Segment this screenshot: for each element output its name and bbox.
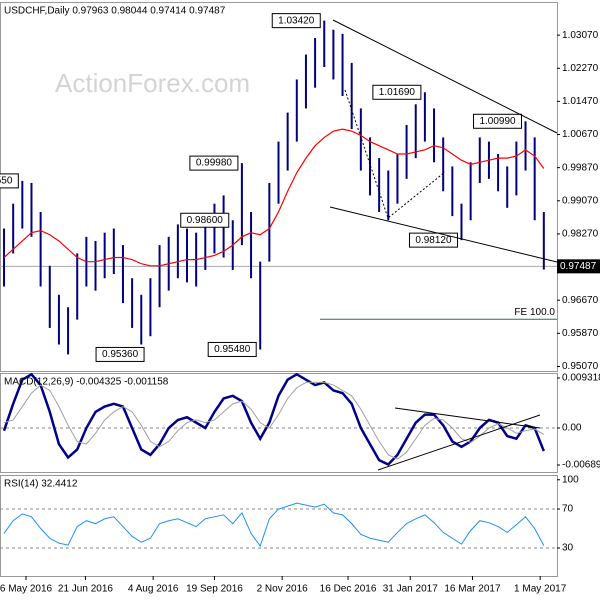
annotation-box — [0, 173, 19, 189]
x-tick-label: 2 Nov 2016 — [257, 584, 309, 595]
annotation-box — [372, 84, 422, 100]
x-tick-label: 4 Aug 2016 — [128, 584, 179, 595]
annotation-box — [189, 155, 239, 171]
macd-trendline — [394, 407, 541, 429]
panel: 100 70 30 RSI(14) 32.4412 6 May 2016 21 Jun 2… — [0, 474, 579, 595]
y-tick-label: 30 — [562, 543, 574, 554]
annotation-box — [408, 232, 458, 248]
series-line — [2, 372, 545, 467]
annotation-label: 1.00990 — [479, 116, 516, 127]
panel-frame — [0, 475, 558, 577]
x-tick-label: 31 Jan 2017 — [383, 584, 438, 595]
series-line — [3, 502, 545, 548]
annotation-label: 0.99980 — [196, 158, 233, 169]
annotation-label: 0.99550 — [0, 176, 13, 187]
panel-frame — [0, 373, 558, 473]
panel: 0.009318 0.00 -0.006894 MACD(12,26,9) -0.00… — [0, 373, 600, 473]
y-tick-label: 0.00 — [562, 423, 582, 434]
trendlines — [329, 19, 558, 471]
fe-label: FE 100.0 — [514, 307, 555, 318]
annotation-box — [180, 212, 230, 228]
y-tick-label: 0.98270 — [562, 229, 599, 240]
y-tick-label: 70 — [562, 504, 574, 515]
macd-trendline — [377, 414, 541, 471]
watermark: ActionForex.com — [55, 68, 250, 98]
x-tick-label: 16 Mar 2017 — [444, 584, 501, 595]
series-line — [3, 381, 545, 460]
y-tick-label: -0.006894 — [562, 460, 600, 471]
x-tick-label: 6 May 2016 — [0, 584, 53, 595]
y-tick-label: 100 — [562, 474, 579, 485]
panel-title: RSI(14) 32.4412 — [4, 479, 78, 490]
annotation-box — [95, 346, 145, 362]
y-tick-label: 1.03070 — [562, 30, 599, 41]
panel: ActionForex.com 1.03070 1.02270 1.01470 1.00… — [0, 2, 600, 372]
y-tick-label: 0.96670 — [562, 295, 599, 306]
y-tick-label: 0.99870 — [562, 162, 599, 173]
y-tick-label: 0.009318 — [562, 373, 600, 384]
annotation-box — [473, 113, 523, 129]
x-tick-label: 21 Jun 2016 — [58, 584, 113, 595]
y-tick-label: 1.01470 — [562, 96, 599, 107]
x-tick-label: 19 Sep 2016 — [186, 584, 243, 595]
x-tick-label: 1 May 2017 — [514, 584, 567, 595]
annotation-box — [271, 13, 321, 29]
x-tick-label: 16 Dec 2016 — [320, 584, 377, 595]
trendline — [329, 206, 558, 263]
y-tick-label: 0.95870 — [562, 328, 599, 339]
annotation-label: 0.98120 — [415, 235, 452, 246]
trendline — [332, 19, 558, 134]
annotation-box — [207, 341, 257, 357]
panel-title: MACD(12,26,9) -0.004325 -0.001158 — [4, 377, 169, 388]
last-price-box — [557, 259, 600, 274]
annotation-label: 0.95360 — [102, 349, 139, 360]
y-tick-label: 1.02270 — [562, 63, 599, 74]
annotation-label: 0.95480 — [214, 344, 251, 355]
projection-line — [344, 89, 446, 219]
annotation-label: 1.03420 — [278, 15, 315, 26]
panel-title: USDCHF,Daily 0.97963 0.98044 0.97414 0.9… — [4, 6, 226, 17]
annotation-label: 1.01690 — [379, 87, 416, 98]
annotation-label: 0.98600 — [187, 215, 224, 226]
y-tick-label: 1.00670 — [562, 129, 599, 140]
y-tick-label: 0.99070 — [562, 195, 599, 206]
series-line — [3, 128, 545, 267]
y-tick-label: 0.95070 — [562, 361, 599, 372]
last-price-label: 0.97487 — [560, 261, 597, 272]
